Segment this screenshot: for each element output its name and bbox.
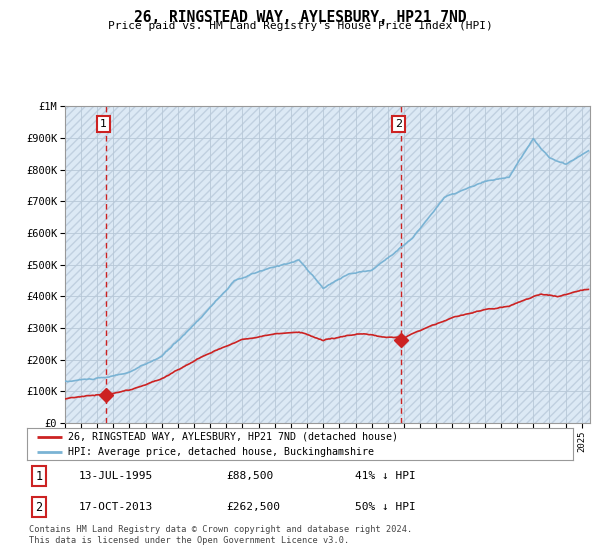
Text: £262,500: £262,500 bbox=[226, 502, 280, 512]
Text: HPI: Average price, detached house, Buckinghamshire: HPI: Average price, detached house, Buck… bbox=[68, 446, 374, 456]
Text: 2: 2 bbox=[35, 501, 43, 514]
Text: 2: 2 bbox=[395, 119, 402, 129]
Text: 41% ↓ HPI: 41% ↓ HPI bbox=[355, 471, 415, 481]
Text: 1: 1 bbox=[100, 119, 107, 129]
Text: 17-OCT-2013: 17-OCT-2013 bbox=[79, 502, 153, 512]
Text: Price paid vs. HM Land Registry's House Price Index (HPI): Price paid vs. HM Land Registry's House … bbox=[107, 21, 493, 31]
Text: 1: 1 bbox=[35, 469, 43, 483]
Text: £88,500: £88,500 bbox=[226, 471, 274, 481]
Text: 50% ↓ HPI: 50% ↓ HPI bbox=[355, 502, 415, 512]
Text: 26, RINGSTEAD WAY, AYLESBURY, HP21 7ND (detached house): 26, RINGSTEAD WAY, AYLESBURY, HP21 7ND (… bbox=[68, 432, 398, 442]
Text: 26, RINGSTEAD WAY, AYLESBURY, HP21 7ND: 26, RINGSTEAD WAY, AYLESBURY, HP21 7ND bbox=[134, 10, 466, 25]
Text: Contains HM Land Registry data © Crown copyright and database right 2024.
This d: Contains HM Land Registry data © Crown c… bbox=[29, 525, 412, 545]
Text: 13-JUL-1995: 13-JUL-1995 bbox=[79, 471, 153, 481]
